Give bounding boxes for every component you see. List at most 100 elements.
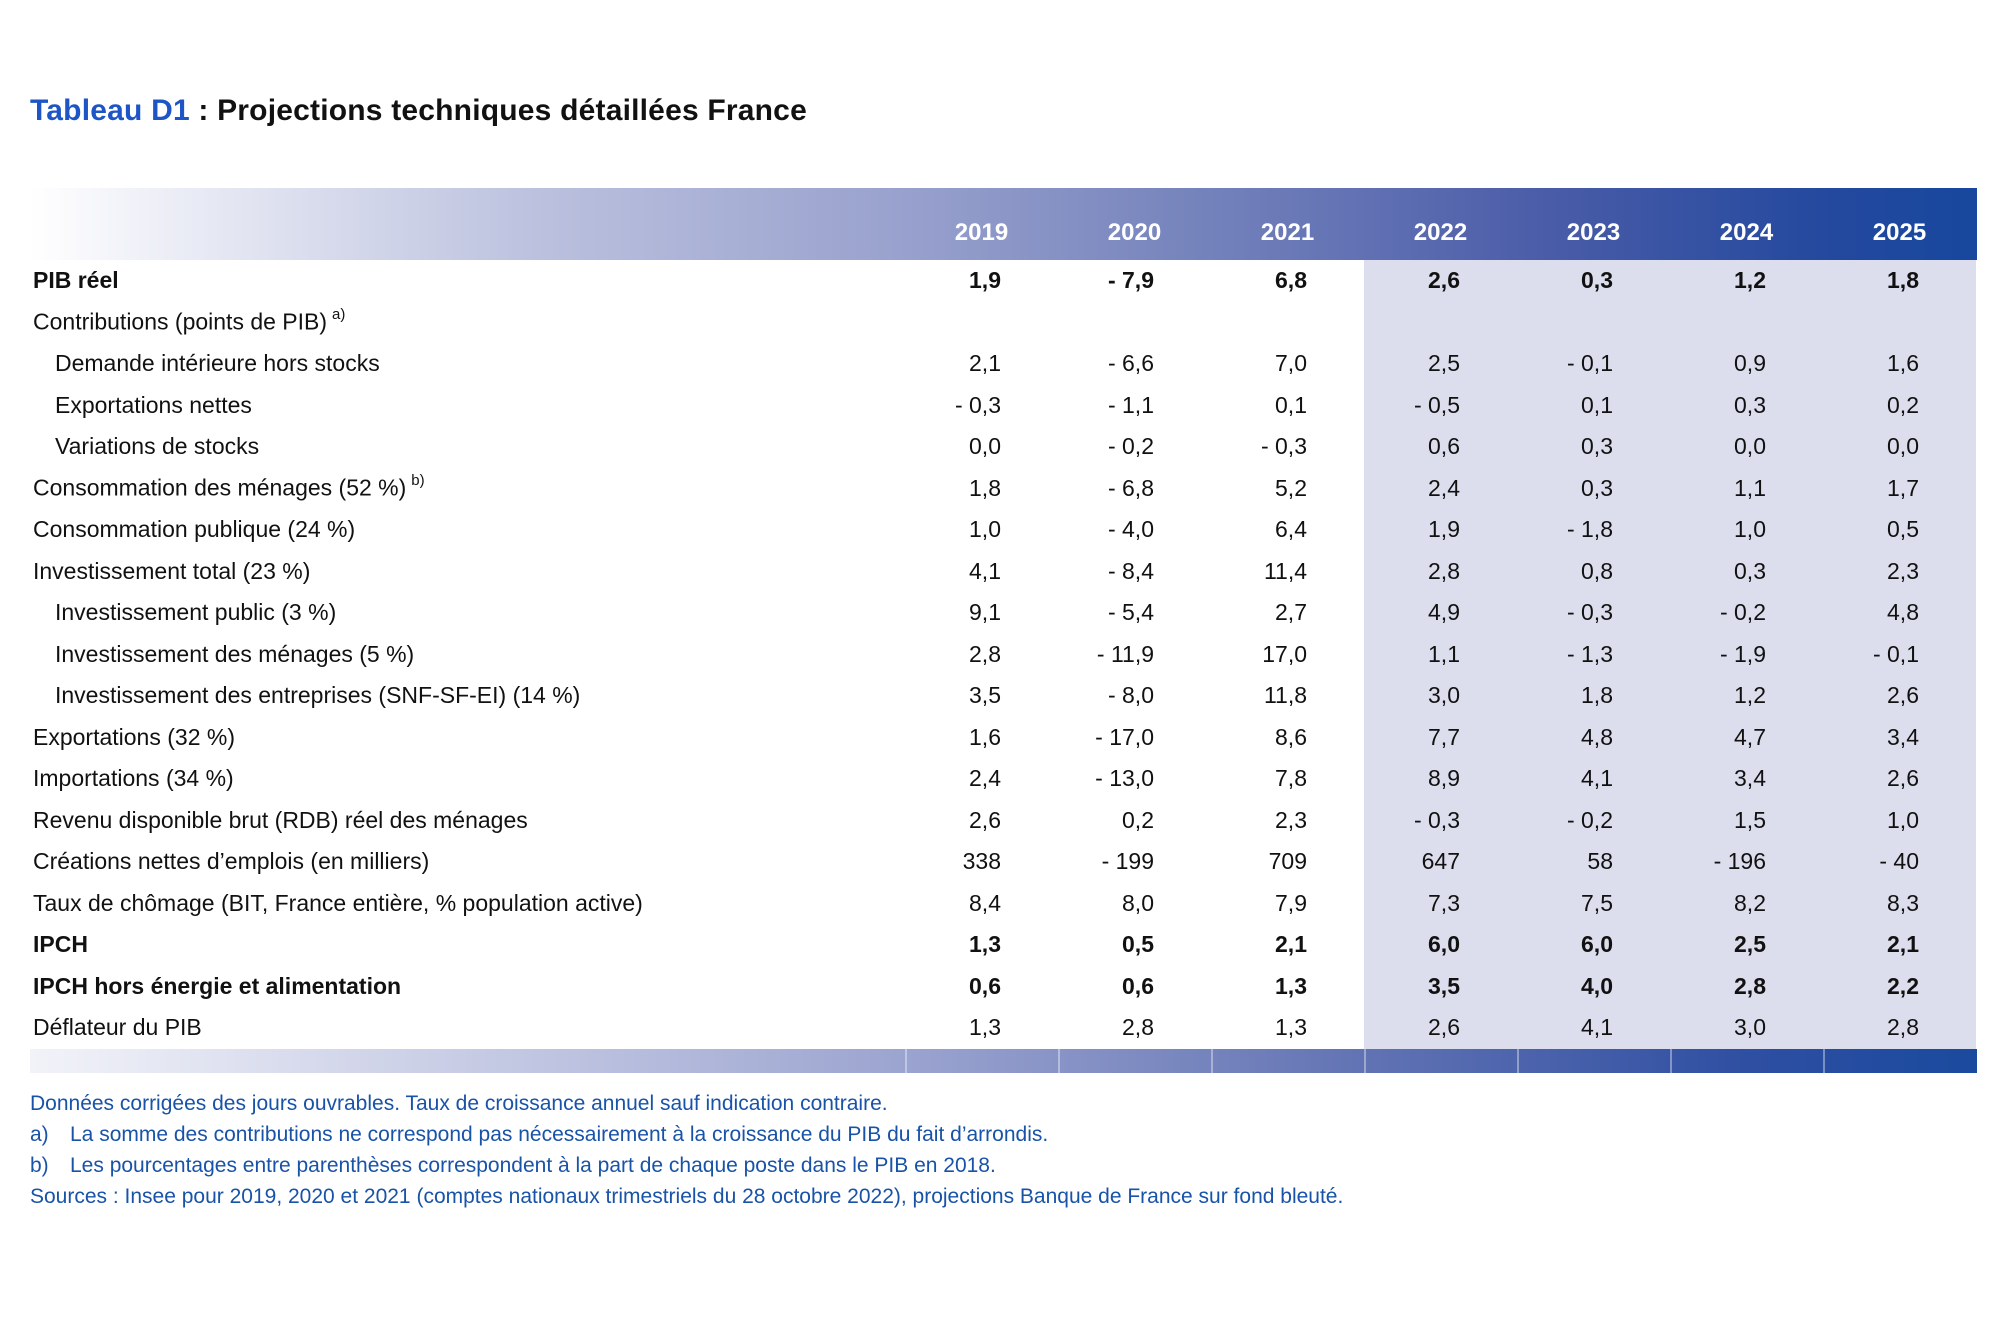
- row-label: Exportations (32 %): [33, 723, 235, 750]
- value-2024: 3,0: [1670, 1007, 1823, 1049]
- value-2019: - 0,3: [954, 391, 1001, 418]
- value-2023: [1517, 301, 1670, 343]
- value-2022: 2,6: [1364, 260, 1517, 302]
- footnote-line-marker: a): [30, 1122, 49, 1146]
- value-2021: 17,0: [1262, 640, 1307, 667]
- value-2020: - 17,0: [1095, 723, 1154, 750]
- footnote-marker: a): [332, 306, 346, 324]
- value-2022: - 0,5: [1364, 384, 1517, 426]
- table-row: Investissement total (23 %) 4,1 - 8,4 11,4 2…: [30, 550, 1977, 592]
- value-2024: 1,5: [1670, 799, 1823, 841]
- value-2020: - 8,0: [1107, 682, 1154, 709]
- table-title-prefix: Tableau D1: [30, 94, 190, 127]
- value-2021: - 0,3: [1260, 433, 1307, 460]
- value-2022: 2,5: [1364, 343, 1517, 385]
- value-2025: 2,2: [1823, 965, 1976, 1007]
- table-row: Investissement public (3 %) 9,1 - 5,4 2,7 4,…: [30, 592, 1977, 634]
- value-2020: 2,8: [1122, 1014, 1154, 1041]
- value-2024: 0,9: [1670, 343, 1823, 385]
- value-2019: 1,3: [969, 1014, 1001, 1041]
- value-2022: 3,0: [1364, 675, 1517, 717]
- value-2024: 2,8: [1670, 965, 1823, 1007]
- value-2023: 0,1: [1517, 384, 1670, 426]
- table-title-text: : Projections techniques détaillées Fran…: [189, 94, 807, 127]
- value-2022: 2,8: [1364, 550, 1517, 592]
- row-label: Investissement total (23 %): [33, 557, 311, 584]
- value-2023: 4,1: [1517, 1007, 1670, 1049]
- value-2020: 0,5: [1122, 931, 1154, 958]
- value-2024: - 1,9: [1670, 633, 1823, 675]
- table-row: Consommation des ménages (52 %) b) 1,8 - 6,…: [30, 467, 1977, 509]
- row-label: IPCH hors énergie et alimentation: [33, 972, 402, 999]
- value-2023: 4,1: [1517, 758, 1670, 800]
- value-2024: - 0,2: [1670, 592, 1823, 634]
- row-label: Variations de stocks: [55, 433, 260, 460]
- value-2025: - 0,1: [1823, 633, 1976, 675]
- value-2022: [1364, 301, 1517, 343]
- value-2021: 8,6: [1275, 723, 1307, 750]
- value-2019: 1,0: [969, 516, 1001, 543]
- column-header-year-2023: 2023: [1566, 219, 1621, 246]
- row-label: Contributions (points de PIB) a): [33, 306, 346, 336]
- value-2025: 0,2: [1823, 384, 1976, 426]
- footnote-line-text: Données corrigées des jours ouvrables. T…: [30, 1091, 888, 1115]
- value-2019: 2,8: [969, 640, 1001, 667]
- value-2020: - 1,1: [1107, 391, 1154, 418]
- table-row: IPCH 1,3 0,5 2,1 6,0 6,0 2,5 2,1: [30, 924, 1977, 966]
- value-2022: 647: [1364, 841, 1517, 883]
- value-2020: - 8,4: [1107, 557, 1154, 584]
- value-2024: 0,0: [1670, 426, 1823, 468]
- value-2024: 4,7: [1670, 716, 1823, 758]
- value-2019: 2,1: [969, 350, 1001, 377]
- value-2025: 2,3: [1823, 550, 1976, 592]
- value-2020: 0,2: [1122, 806, 1154, 833]
- value-2024: 1,2: [1670, 260, 1823, 302]
- column-header-year-2025: 2025: [1872, 219, 1927, 246]
- value-2019: 4,1: [969, 557, 1001, 584]
- value-2021: 11,8: [1263, 682, 1307, 709]
- value-2019: 2,6: [969, 806, 1001, 833]
- column-header-year-2021: 2021: [1260, 219, 1315, 246]
- value-2019: 9,1: [969, 599, 1001, 626]
- table-body: PIB réel 1,9- 7,9 6,8 2,6 0,3 1,2 1,8 Contribut…: [30, 260, 1977, 1049]
- column-header-year-2024: 2024: [1719, 219, 1774, 246]
- value-2020: - 6,6: [1107, 350, 1154, 377]
- value-2020: 0,6: [1122, 972, 1154, 999]
- value-2025: 1,6: [1823, 343, 1976, 385]
- value-2020: 8,0: [1122, 889, 1154, 916]
- table-bottom-bar: [30, 1048, 1977, 1073]
- value-2025: 3,4: [1823, 716, 1976, 758]
- bottom-bar-segment: [1670, 1048, 1823, 1073]
- value-2020: - 6,8: [1107, 474, 1154, 501]
- row-label: Investissement des ménages (5 %): [55, 640, 415, 667]
- value-2021: 0,1: [1275, 391, 1307, 418]
- value-2022: 7,3: [1364, 882, 1517, 924]
- value-2019: 1,9: [969, 267, 1001, 294]
- value-2025: 2,8: [1823, 1007, 1976, 1049]
- footnote-line-text: Les pourcentages entre parenthèses corre…: [70, 1153, 996, 1177]
- value-2021: 1,3: [1275, 1014, 1307, 1041]
- value-2025: 0,0: [1823, 426, 1976, 468]
- value-2021: 2,3: [1275, 806, 1307, 833]
- value-2019: 3,5: [969, 682, 1001, 709]
- value-2025: 2,6: [1823, 758, 1976, 800]
- value-2023: 0,3: [1517, 426, 1670, 468]
- bottom-bar-segment: [1058, 1048, 1211, 1073]
- value-2025: - 40: [1823, 841, 1976, 883]
- table-row: Taux de chômage (BIT, France entière, % …: [30, 882, 1977, 924]
- value-2024: [1670, 301, 1823, 343]
- table-row: Exportations nettes - 0,3- 1,1 0,1- 0,5 0,1…: [30, 384, 1977, 426]
- footnote-line: Sources : Insee pour 2019, 2020 et 2021 …: [30, 1181, 1343, 1212]
- row-label: Importations (34 %): [33, 765, 234, 792]
- value-2024: - 196: [1670, 841, 1823, 883]
- table-row: Consommation publique (24 %) 1,0 - 4,0 6,4 1…: [30, 509, 1977, 551]
- value-2024: 1,2: [1670, 675, 1823, 717]
- value-2021: 1,3: [1275, 972, 1307, 999]
- table-row: Déflateur du PIB 1,3 2,8 1,3 2,6 4,1 3,0 2,8: [30, 1007, 1977, 1049]
- value-2022: - 0,3: [1364, 799, 1517, 841]
- value-2022: 4,9: [1364, 592, 1517, 634]
- value-2021: 7,0: [1275, 350, 1307, 377]
- row-label: Consommation des ménages (52 %) b): [33, 472, 425, 502]
- value-2023: - 0,1: [1517, 343, 1670, 385]
- footnote-line: Données corrigées des jours ouvrables. T…: [30, 1088, 1343, 1119]
